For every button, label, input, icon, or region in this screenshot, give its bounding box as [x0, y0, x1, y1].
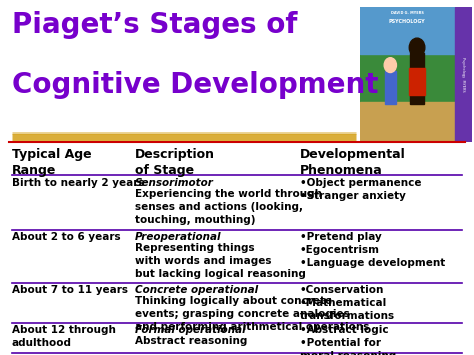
Circle shape [409, 38, 425, 57]
Text: Cognitive Development: Cognitive Development [12, 71, 378, 99]
Text: Thinking logically about concrete
events; grasping concrete analogies
and perfor: Thinking logically about concrete events… [135, 296, 369, 332]
Text: DAVID G. MYERS: DAVID G. MYERS [391, 11, 423, 15]
Text: Preoperational: Preoperational [135, 232, 221, 242]
Text: About 2 to 6 years: About 2 to 6 years [12, 232, 120, 242]
Text: Representing things
with words and images
but lacking logical reasoning: Representing things with words and image… [135, 243, 306, 279]
Text: About 7 to 11 years: About 7 to 11 years [12, 285, 128, 295]
Circle shape [384, 58, 396, 72]
Text: Formal operational: Formal operational [135, 325, 246, 335]
Text: Experiencing the world through
senses and actions (looking,
touching, mouthing): Experiencing the world through senses an… [135, 189, 322, 225]
Text: •Abstract logic
•Potential for
moral reasoning: •Abstract logic •Potential for moral rea… [300, 325, 396, 355]
Text: Concrete operational: Concrete operational [135, 285, 258, 295]
Text: Sensorimotor: Sensorimotor [135, 178, 214, 188]
Text: •Pretend play
•Egocentrism
•Language development: •Pretend play •Egocentrism •Language dev… [300, 232, 445, 268]
Text: Birth to nearly 2 years: Birth to nearly 2 years [12, 178, 145, 188]
Bar [455, 7, 472, 142]
Text: Abstract reasoning: Abstract reasoning [135, 336, 247, 346]
Text: PSYCHOLOGY: PSYCHOLOGY [389, 19, 425, 24]
Bar [360, 7, 472, 102]
Text: Developmental
Phenomena: Developmental Phenomena [300, 148, 406, 177]
Text: Description
of Stage: Description of Stage [135, 148, 215, 177]
Text: •Conservation
•Mathematical
transformations: •Conservation •Mathematical transformati… [300, 285, 395, 321]
Text: Piaget’s Stages of: Piaget’s Stages of [12, 11, 297, 39]
Text: •Object permanence
•Stranger anxiety: •Object permanence •Stranger anxiety [300, 178, 421, 201]
Bar [409, 68, 425, 95]
Text: About 12 through
adulthood: About 12 through adulthood [12, 325, 116, 348]
Text: Typical Age
Range: Typical Age Range [12, 148, 91, 177]
Bar [360, 7, 472, 54]
Bar [385, 71, 396, 104]
Text: Psychology  MYERS: Psychology MYERS [461, 57, 465, 92]
Bar [360, 102, 472, 142]
Bar [410, 53, 424, 104]
